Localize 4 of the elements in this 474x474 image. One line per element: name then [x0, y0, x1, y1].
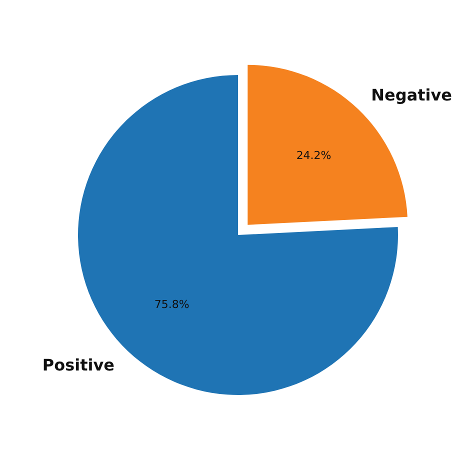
slice-label: Negative [371, 85, 452, 104]
slice-label: Positive [42, 355, 115, 374]
data-label: 24.2% [296, 148, 332, 162]
data-label: 75.8% [154, 298, 190, 312]
